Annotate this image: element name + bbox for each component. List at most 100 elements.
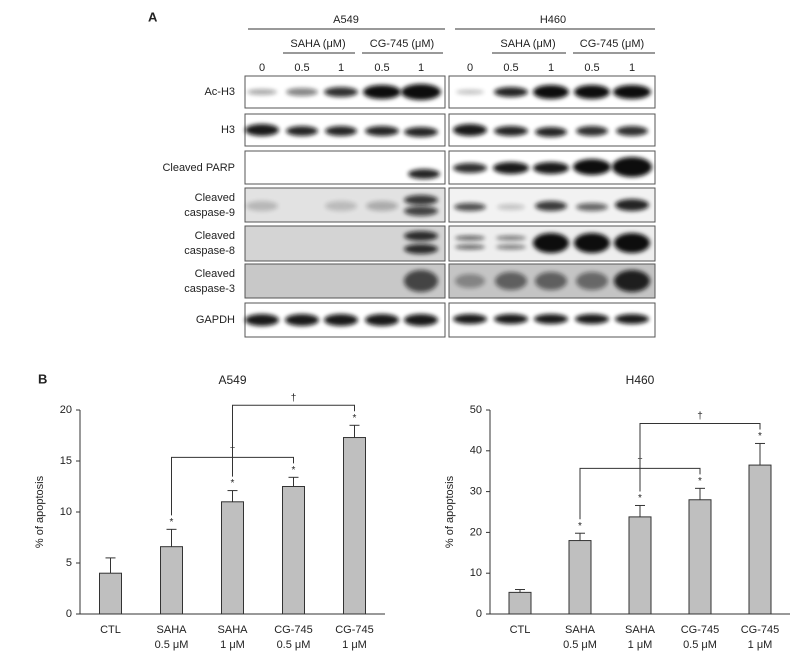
- bands: [245, 84, 652, 326]
- band: [574, 233, 610, 253]
- band: [365, 314, 399, 326]
- y-axis-label: % of apoptosis: [444, 475, 456, 548]
- row-label: GAPDH: [196, 314, 235, 326]
- x-tick-label: SAHA: [218, 624, 249, 636]
- significance-marker: *: [758, 431, 762, 442]
- band: [325, 126, 357, 136]
- band: [574, 85, 610, 99]
- band: [408, 169, 440, 179]
- lane-label: 0.5: [584, 62, 599, 74]
- y-tick-label: 40: [470, 445, 482, 457]
- x-tick-sublabel: 1 μM: [628, 639, 653, 651]
- band: [401, 84, 441, 100]
- lane-label: 0.5: [374, 62, 389, 74]
- band: [534, 314, 568, 324]
- band: [404, 127, 438, 137]
- x-tick-label: SAHA: [625, 624, 656, 636]
- y-tick-label: 10: [470, 567, 482, 579]
- comparison-bracket: [232, 404, 355, 477]
- band: [366, 201, 398, 211]
- band: [455, 235, 485, 241]
- x-tick-sublabel: 1 μM: [342, 639, 367, 651]
- bar: [568, 540, 592, 615]
- panel-label: B: [38, 371, 47, 386]
- band: [324, 87, 358, 97]
- band: [286, 88, 318, 96]
- band: [456, 89, 484, 95]
- row-label: caspase-3: [184, 283, 235, 295]
- x-tick-label: CG-745: [741, 624, 780, 636]
- bar: [688, 499, 712, 615]
- significance-marker: *: [170, 517, 174, 528]
- x-tick-label: CG-745: [335, 624, 374, 636]
- significance-marker: *: [353, 413, 357, 424]
- lane-label: 0.5: [294, 62, 309, 74]
- row-label: Cleaved: [195, 192, 235, 204]
- lane-labels: 0 0.5 1 0.5 1 0 0.5 1 0.5 1: [259, 62, 635, 74]
- significance-marker: *: [638, 493, 642, 504]
- x-tick-label: SAHA: [157, 624, 188, 636]
- band: [576, 126, 608, 136]
- row-label: Cleaved PARP: [162, 162, 235, 174]
- x-tick-label: CG-745: [274, 624, 313, 636]
- band: [495, 272, 527, 290]
- lane-label: 0: [467, 62, 473, 74]
- band: [576, 203, 608, 211]
- x-tick-label: CG-745: [681, 624, 720, 636]
- band: [404, 231, 438, 241]
- band: [404, 244, 438, 254]
- lane-label: 1: [548, 62, 554, 74]
- significance-marker: *: [292, 465, 296, 476]
- x-tick-sublabel: 1 μM: [220, 639, 245, 651]
- band: [615, 199, 649, 211]
- significance-marker: *: [698, 476, 702, 487]
- y-tick-label: 50: [470, 404, 482, 416]
- bar: [99, 572, 122, 615]
- band: [573, 159, 611, 175]
- lane-label: 1: [629, 62, 635, 74]
- blot-box: [244, 225, 446, 262]
- bar: [343, 437, 366, 615]
- band: [453, 124, 487, 136]
- row-label: caspase-8: [184, 245, 235, 257]
- y-tick-label: 15: [60, 455, 72, 467]
- band: [615, 314, 649, 324]
- band: [246, 201, 278, 211]
- row-label: Ac-H3: [204, 86, 235, 98]
- x-tick-sublabel: 1 μM: [748, 639, 773, 651]
- band: [533, 233, 569, 253]
- band: [245, 124, 279, 136]
- band: [494, 314, 528, 324]
- x-tick-sublabel: 0.5 μM: [277, 639, 311, 651]
- band: [454, 203, 486, 211]
- band: [404, 206, 438, 216]
- band: [285, 314, 319, 326]
- y-tick-label: 0: [476, 608, 482, 620]
- x-tick-label: CTL: [510, 624, 531, 636]
- x-tick-label: SAHA: [565, 624, 596, 636]
- y-tick-label: 20: [60, 404, 72, 416]
- band: [535, 201, 567, 211]
- band: [455, 244, 485, 250]
- band: [365, 126, 399, 136]
- lane-label: 0.5: [503, 62, 518, 74]
- band: [497, 204, 525, 210]
- comparison-bracket: [639, 422, 761, 492]
- band: [404, 195, 438, 205]
- row-label: Cleaved: [195, 268, 235, 280]
- x-tick-sublabel: 0.5 μM: [563, 639, 597, 651]
- band: [575, 314, 609, 324]
- band: [533, 162, 569, 174]
- cell-line: H460: [540, 14, 566, 26]
- treatment: CG-745 (μM): [370, 38, 434, 50]
- y-axis-label: % of apoptosis: [34, 475, 46, 548]
- x-tick-label: CTL: [100, 624, 121, 636]
- chart-title: A549: [218, 373, 246, 387]
- band: [616, 126, 648, 136]
- band: [455, 274, 485, 288]
- band: [496, 244, 526, 250]
- band: [614, 233, 650, 253]
- row-label: caspase-9: [184, 207, 235, 219]
- band: [494, 87, 528, 97]
